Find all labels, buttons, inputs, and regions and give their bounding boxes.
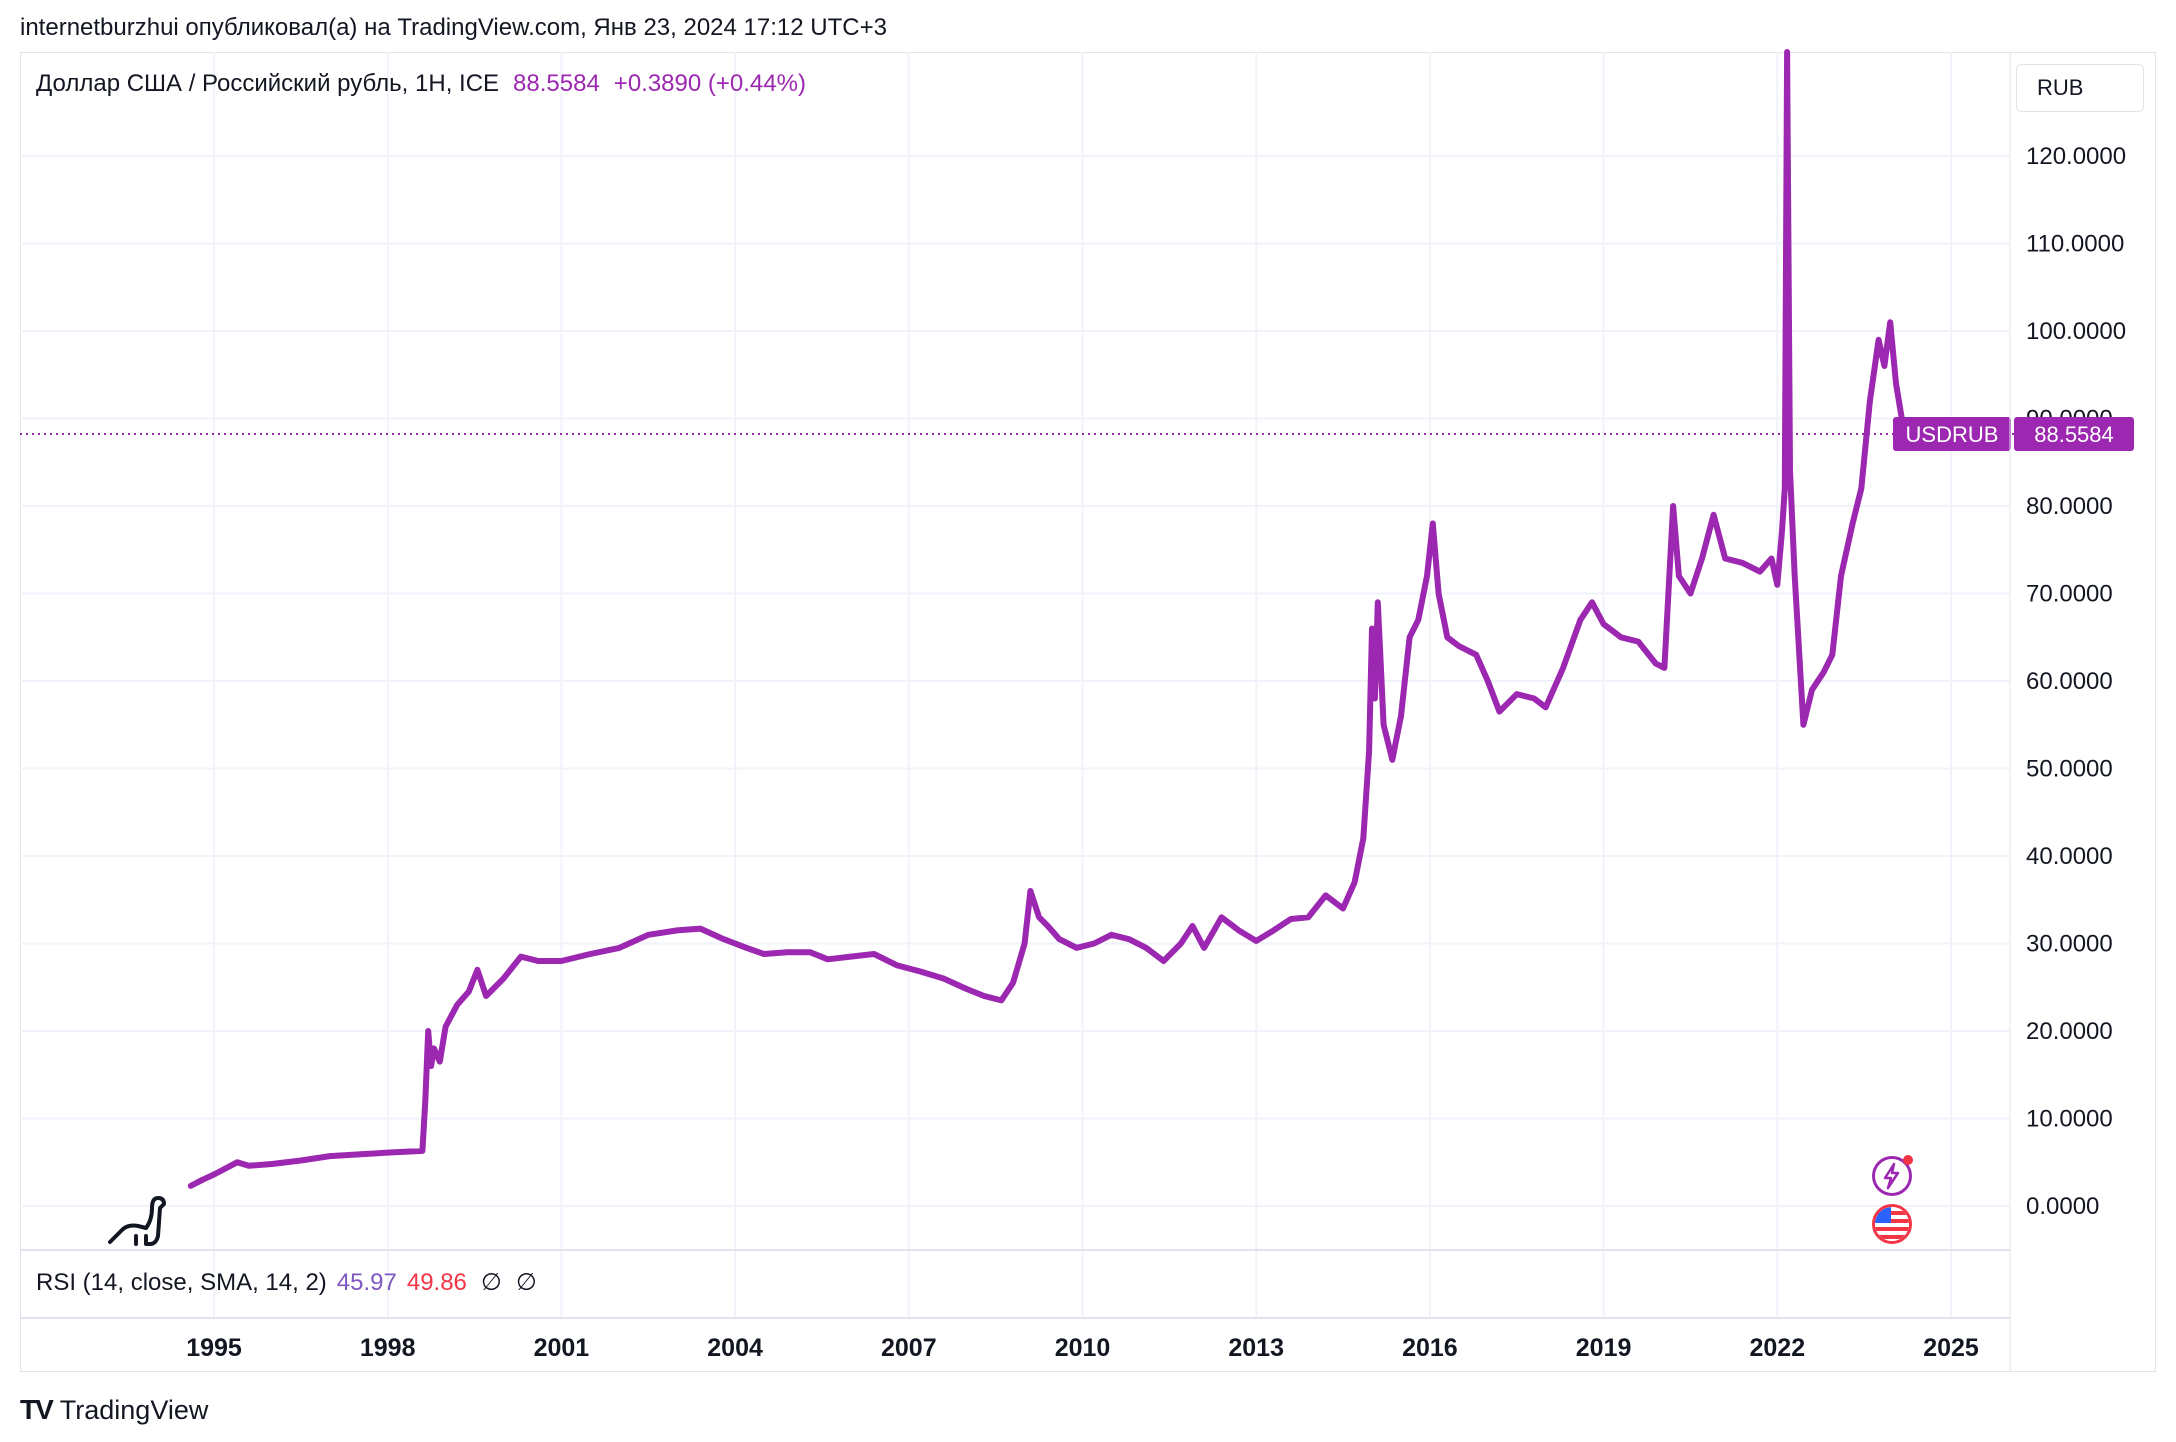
y-tick-label: 60.0000 [2026, 668, 2113, 695]
dino-icon [108, 1196, 166, 1246]
y-tick-label: 100.0000 [2026, 318, 2126, 345]
y-tick-label: 70.0000 [2026, 581, 2113, 608]
y-tick-label: 30.0000 [2026, 931, 2113, 958]
y-tick-label: 20.0000 [2026, 1018, 2113, 1045]
rsi-legend: RSI (14, close, SMA, 14, 2) 45.97 49.86 ∅ ∅ [36, 1268, 537, 1297]
rsi-label: RSI (14, close, SMA, 14, 2) [36, 1269, 327, 1296]
x-tick-label: 2007 [881, 1334, 937, 1362]
tradingview-logo-icon[interactable]: TV [20, 1394, 54, 1425]
price-label-value: 88.5584 [2034, 422, 2114, 447]
x-tick-label: 2019 [1576, 1334, 1632, 1362]
footer: TV TradingView [20, 1394, 208, 1426]
x-tick-label: 2001 [534, 1334, 590, 1362]
x-axis: 1995 1998 2001 2004 2007 2010 2013 2016 2019 2022… [186, 1334, 1979, 1362]
price-label-box-value [2014, 417, 2134, 451]
y-tick-label: 10.0000 [2026, 1106, 2113, 1133]
price-label-box [1893, 417, 2011, 451]
x-tick-label: 2013 [1228, 1334, 1284, 1362]
last-price: 88.5584 [513, 70, 600, 97]
grid [20, 52, 2010, 1318]
publisher-line: internetburzhui опубликовал(а) на Tradin… [20, 14, 887, 41]
usdrub-line [187, 49, 1914, 1189]
y-tick-label: 0.0000 [2026, 1193, 2099, 1220]
y-tick-label: 50.0000 [2026, 756, 2113, 783]
y-tick-label: 110.0000 [2026, 231, 2124, 258]
rsi-na-1: ∅ [480, 1269, 502, 1296]
symbol-description: Доллар США / Российский рубль, 1Н, ICE [36, 70, 500, 97]
x-tick-label: 1998 [360, 1334, 416, 1362]
rsi-ma-value: 49.86 [406, 1269, 467, 1296]
price-label-name: USDRUB [1906, 422, 1999, 447]
x-tick-label: 2025 [1923, 1334, 1979, 1362]
rsi-na-2: ∅ [515, 1269, 537, 1296]
chart-frame [20, 52, 2156, 1372]
chart-legend: Доллар США / Российский рубль, 1Н, ICE 88… [36, 70, 806, 98]
x-tick-label: 2004 [707, 1334, 763, 1362]
brand-name[interactable]: TradingView [59, 1394, 209, 1425]
y-tick-label: 120.0000 [2026, 143, 2126, 170]
price-change: +0.3890 (+0.44%) [613, 70, 806, 97]
x-tick-label: 2010 [1055, 1334, 1111, 1362]
currency-button[interactable]: RUB [2016, 64, 2144, 112]
us-flag-icon[interactable] [1872, 1204, 1912, 1244]
y-tick-label: 80.0000 [2026, 493, 2113, 520]
rsi-value: 45.97 [336, 1269, 397, 1296]
y-tick-label: 40.0000 [2026, 843, 2113, 870]
x-tick-label: 2016 [1402, 1334, 1458, 1362]
x-tick-label: 1995 [186, 1334, 242, 1362]
y-axis: 0.0000 10.0000 20.0000 30.0000 40.0000 50.000… [2026, 143, 2126, 1220]
x-tick-label: 2022 [1749, 1334, 1805, 1362]
lightning-icon[interactable] [1872, 1155, 1913, 1196]
